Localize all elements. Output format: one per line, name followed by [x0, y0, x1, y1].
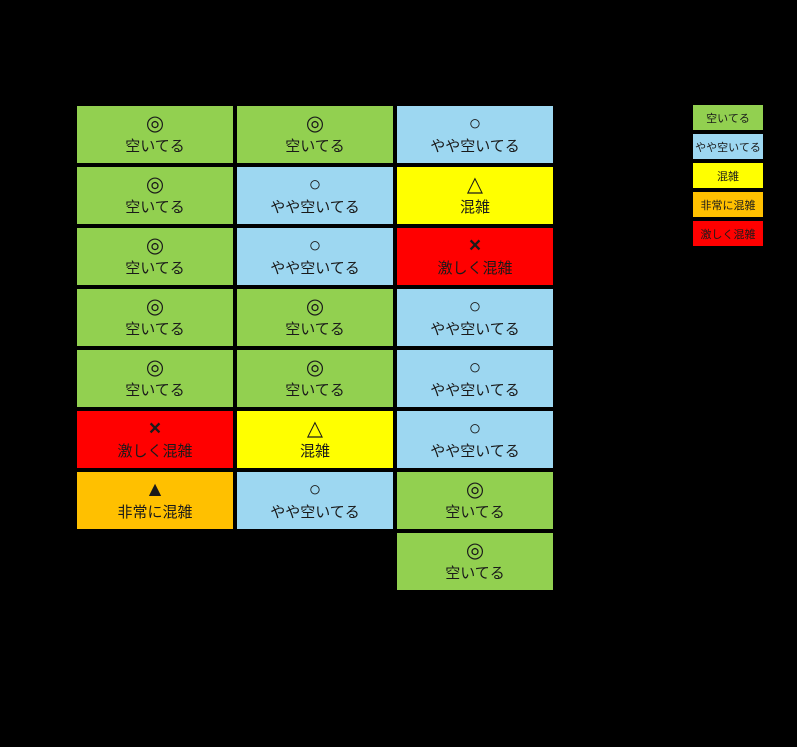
status-cell: ○ やや空いてる [395, 287, 555, 348]
status-cell: ◎ 空いてる [235, 104, 395, 165]
status-symbol-icon: ◎ [305, 356, 325, 379]
status-label: 混雑 [459, 199, 490, 216]
status-symbol-icon: ○ [468, 295, 482, 318]
status-cell: ◎ 空いてる [235, 348, 395, 409]
status-label: やや空いてる [430, 321, 520, 338]
status-label: 空いてる [125, 382, 185, 399]
status-symbol-icon: × [148, 417, 162, 440]
status-symbol-icon: ○ [468, 112, 482, 135]
status-cell: ◎ 空いてる [75, 287, 235, 348]
status-symbol-icon: △ [466, 173, 484, 196]
status-symbol-icon: × [468, 234, 482, 257]
congestion-legend: 空いてる やや空いてる 混雑 非常に混雑 激しく混雑 [691, 103, 765, 248]
status-label: 非常に混雑 [117, 504, 193, 521]
status-cell: ◎ 空いてる [75, 348, 235, 409]
status-cell: ○ やや空いてる [235, 226, 395, 287]
legend-label: やや空いてる [695, 141, 761, 154]
status-cell: ○ やや空いてる [395, 348, 555, 409]
congestion-table: ◎ 空いてる ◎ 空いてる ○ やや空いてる ◎ 空いてる ○ やや空いてる △… [75, 104, 555, 592]
status-cell: ○ やや空いてる [395, 104, 555, 165]
status-cell: △ 混雑 [395, 165, 555, 226]
status-cell: ○ やや空いてる [235, 470, 395, 531]
legend-item-crowded: 混雑 [691, 161, 765, 190]
legend-item-very-crowded: 非常に混雑 [691, 190, 765, 219]
status-symbol-icon: ○ [308, 173, 322, 196]
status-cell: △ 混雑 [235, 409, 395, 470]
status-symbol-icon: ◎ [145, 356, 165, 379]
status-symbol-icon: ◎ [145, 234, 165, 257]
empty-cell [235, 531, 395, 592]
status-symbol-icon: ○ [468, 356, 482, 379]
legend-item-extremely-crowded: 激しく混雑 [691, 219, 765, 248]
status-cell: ○ やや空いてる [395, 409, 555, 470]
status-symbol-icon: ◎ [465, 539, 485, 562]
status-label: やや空いてる [270, 504, 360, 521]
status-label: 混雑 [299, 443, 330, 460]
status-cell: ▲ 非常に混雑 [75, 470, 235, 531]
status-cell: ◎ 空いてる [395, 531, 555, 592]
legend-label: 混雑 [717, 170, 739, 183]
status-symbol-icon: ○ [468, 417, 482, 440]
status-label: 空いてる [285, 138, 345, 155]
status-label: 空いてる [285, 321, 345, 338]
status-symbol-icon: ○ [308, 234, 322, 257]
legend-label: 激しく混雑 [700, 228, 756, 241]
status-symbol-icon: ▲ [144, 478, 166, 501]
status-symbol-icon: ◎ [305, 295, 325, 318]
status-label: やや空いてる [270, 199, 360, 216]
status-symbol-icon: △ [306, 417, 324, 440]
status-label: 空いてる [285, 382, 345, 399]
empty-cell [75, 531, 235, 592]
status-cell: ◎ 空いてる [75, 104, 235, 165]
status-label: 空いてる [445, 504, 505, 521]
legend-item-slightly-vacant: やや空いてる [691, 132, 765, 161]
legend-item-vacant: 空いてる [691, 103, 765, 132]
status-symbol-icon: ◎ [145, 112, 165, 135]
status-label: 激しく混雑 [117, 443, 193, 460]
status-symbol-icon: ◎ [465, 478, 485, 501]
status-label: やや空いてる [430, 138, 520, 155]
status-cell: ◎ 空いてる [235, 287, 395, 348]
status-label: やや空いてる [430, 382, 520, 399]
status-label: 空いてる [125, 199, 185, 216]
status-cell: ◎ 空いてる [75, 165, 235, 226]
status-cell: ○ やや空いてる [235, 165, 395, 226]
status-cell: ◎ 空いてる [395, 470, 555, 531]
status-label: 空いてる [125, 321, 185, 338]
status-cell: × 激しく混雑 [75, 409, 235, 470]
status-label: やや空いてる [270, 260, 360, 277]
status-symbol-icon: ◎ [145, 173, 165, 196]
status-label: 激しく混雑 [437, 260, 513, 277]
status-label: やや空いてる [430, 443, 520, 460]
status-label: 空いてる [125, 260, 185, 277]
legend-label: 空いてる [706, 112, 750, 125]
status-label: 空いてる [125, 138, 185, 155]
status-symbol-icon: ○ [308, 478, 322, 501]
status-label: 空いてる [445, 565, 505, 582]
status-symbol-icon: ◎ [145, 295, 165, 318]
status-cell: ◎ 空いてる [75, 226, 235, 287]
status-cell: × 激しく混雑 [395, 226, 555, 287]
status-symbol-icon: ◎ [305, 112, 325, 135]
legend-label: 非常に混雑 [700, 199, 756, 212]
